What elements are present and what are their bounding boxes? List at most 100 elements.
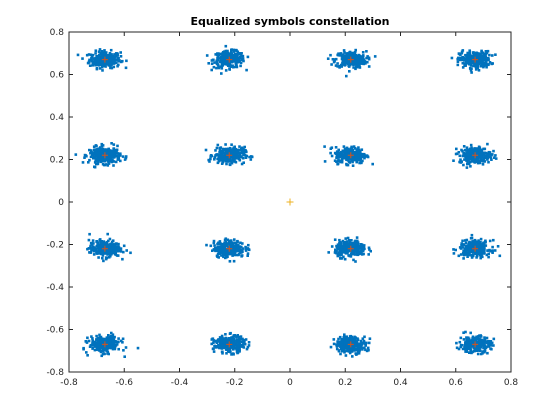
symbol-point bbox=[359, 339, 363, 343]
symbol-point bbox=[229, 250, 232, 253]
symbol-point bbox=[93, 165, 97, 169]
symbol-point bbox=[342, 60, 346, 63]
symbol-point bbox=[365, 349, 369, 353]
symbol-point bbox=[236, 351, 240, 354]
symbol-point bbox=[471, 54, 475, 58]
symbol-point bbox=[112, 164, 115, 167]
symbol-point bbox=[105, 155, 109, 158]
symbol-point bbox=[121, 257, 124, 261]
symbol-point bbox=[114, 58, 118, 62]
symbol-point bbox=[345, 152, 349, 156]
symbol-point bbox=[336, 162, 340, 166]
symbol-point bbox=[477, 246, 481, 249]
symbol-point bbox=[470, 343, 473, 347]
symbol-point bbox=[490, 158, 493, 161]
symbol-point bbox=[205, 243, 208, 247]
symbol-point bbox=[470, 233, 474, 237]
symbol-point bbox=[460, 58, 464, 62]
symbol-point bbox=[481, 54, 484, 58]
symbol-point bbox=[464, 345, 467, 349]
symbol-point bbox=[474, 147, 477, 151]
symbol-point bbox=[347, 349, 350, 353]
symbol-point bbox=[109, 340, 112, 343]
symbol-point bbox=[226, 338, 229, 341]
symbol-point bbox=[350, 239, 353, 242]
symbol-point bbox=[331, 58, 335, 61]
symbol-point bbox=[474, 244, 477, 247]
symbol-point bbox=[458, 340, 462, 344]
symbol-point bbox=[477, 54, 480, 57]
symbol-point bbox=[236, 239, 239, 243]
symbol-point bbox=[482, 64, 486, 68]
symbol-point bbox=[471, 158, 475, 162]
symbol-point bbox=[88, 59, 91, 63]
symbol-point bbox=[342, 55, 345, 58]
symbol-point bbox=[474, 62, 477, 66]
symbol-point bbox=[240, 245, 243, 249]
symbol-point bbox=[109, 335, 112, 339]
symbol-point bbox=[467, 162, 471, 165]
symbol-point bbox=[223, 342, 226, 345]
symbol-point bbox=[97, 58, 100, 61]
symbol-point bbox=[220, 153, 223, 157]
symbol-point bbox=[477, 152, 480, 156]
symbol-point bbox=[343, 351, 346, 354]
symbol-point bbox=[228, 54, 232, 57]
symbol-point bbox=[365, 341, 368, 345]
symbol-point bbox=[477, 252, 480, 256]
symbol-point bbox=[336, 153, 340, 157]
symbol-point bbox=[93, 148, 96, 152]
symbol-point bbox=[340, 159, 344, 163]
symbol-point bbox=[90, 154, 94, 157]
symbol-point bbox=[96, 242, 99, 246]
symbol-point bbox=[228, 163, 232, 167]
symbol-point bbox=[481, 350, 485, 353]
reference-point bbox=[472, 152, 479, 159]
symbol-point bbox=[334, 64, 338, 67]
symbol-point bbox=[233, 345, 236, 349]
symbol-point bbox=[91, 339, 94, 343]
symbol-point bbox=[459, 158, 462, 161]
symbol-point bbox=[247, 243, 250, 247]
symbol-point bbox=[95, 63, 98, 67]
symbol-point bbox=[95, 151, 98, 154]
symbol-point bbox=[124, 155, 128, 158]
symbol-point bbox=[350, 348, 354, 352]
symbol-point bbox=[235, 253, 239, 257]
symbol-point bbox=[468, 149, 471, 153]
symbol-cluster bbox=[204, 143, 254, 167]
symbol-point bbox=[361, 341, 365, 345]
symbol-point bbox=[336, 243, 340, 246]
symbol-point bbox=[222, 158, 226, 162]
symbol-point bbox=[458, 160, 461, 164]
symbol-point bbox=[107, 336, 110, 340]
symbol-point bbox=[368, 337, 372, 340]
symbol-point bbox=[471, 160, 474, 163]
symbol-point bbox=[347, 239, 351, 242]
symbol-point bbox=[99, 156, 103, 159]
chart-title: Equalized symbols constellation bbox=[190, 15, 389, 28]
symbol-point bbox=[218, 252, 221, 255]
symbol-point bbox=[480, 148, 484, 152]
symbol-point bbox=[348, 61, 351, 64]
symbol-point bbox=[222, 57, 226, 61]
symbol-point bbox=[240, 251, 243, 254]
symbol-point bbox=[96, 62, 100, 65]
symbol-point bbox=[482, 252, 486, 255]
symbol-cluster bbox=[76, 48, 128, 72]
symbol-point bbox=[459, 253, 463, 256]
symbol-point bbox=[479, 344, 483, 347]
symbol-point bbox=[110, 53, 113, 56]
symbol-point bbox=[479, 252, 483, 256]
symbol-point bbox=[95, 55, 99, 58]
symbol-point bbox=[121, 341, 124, 344]
symbol-point bbox=[248, 155, 251, 159]
symbol-point bbox=[335, 150, 339, 153]
symbol-point bbox=[465, 343, 468, 346]
symbol-point bbox=[122, 349, 125, 352]
symbol-point bbox=[92, 61, 96, 65]
symbol-point bbox=[109, 66, 112, 70]
symbol-point bbox=[109, 153, 113, 157]
symbol-point bbox=[471, 344, 475, 348]
symbol-point bbox=[474, 66, 478, 69]
